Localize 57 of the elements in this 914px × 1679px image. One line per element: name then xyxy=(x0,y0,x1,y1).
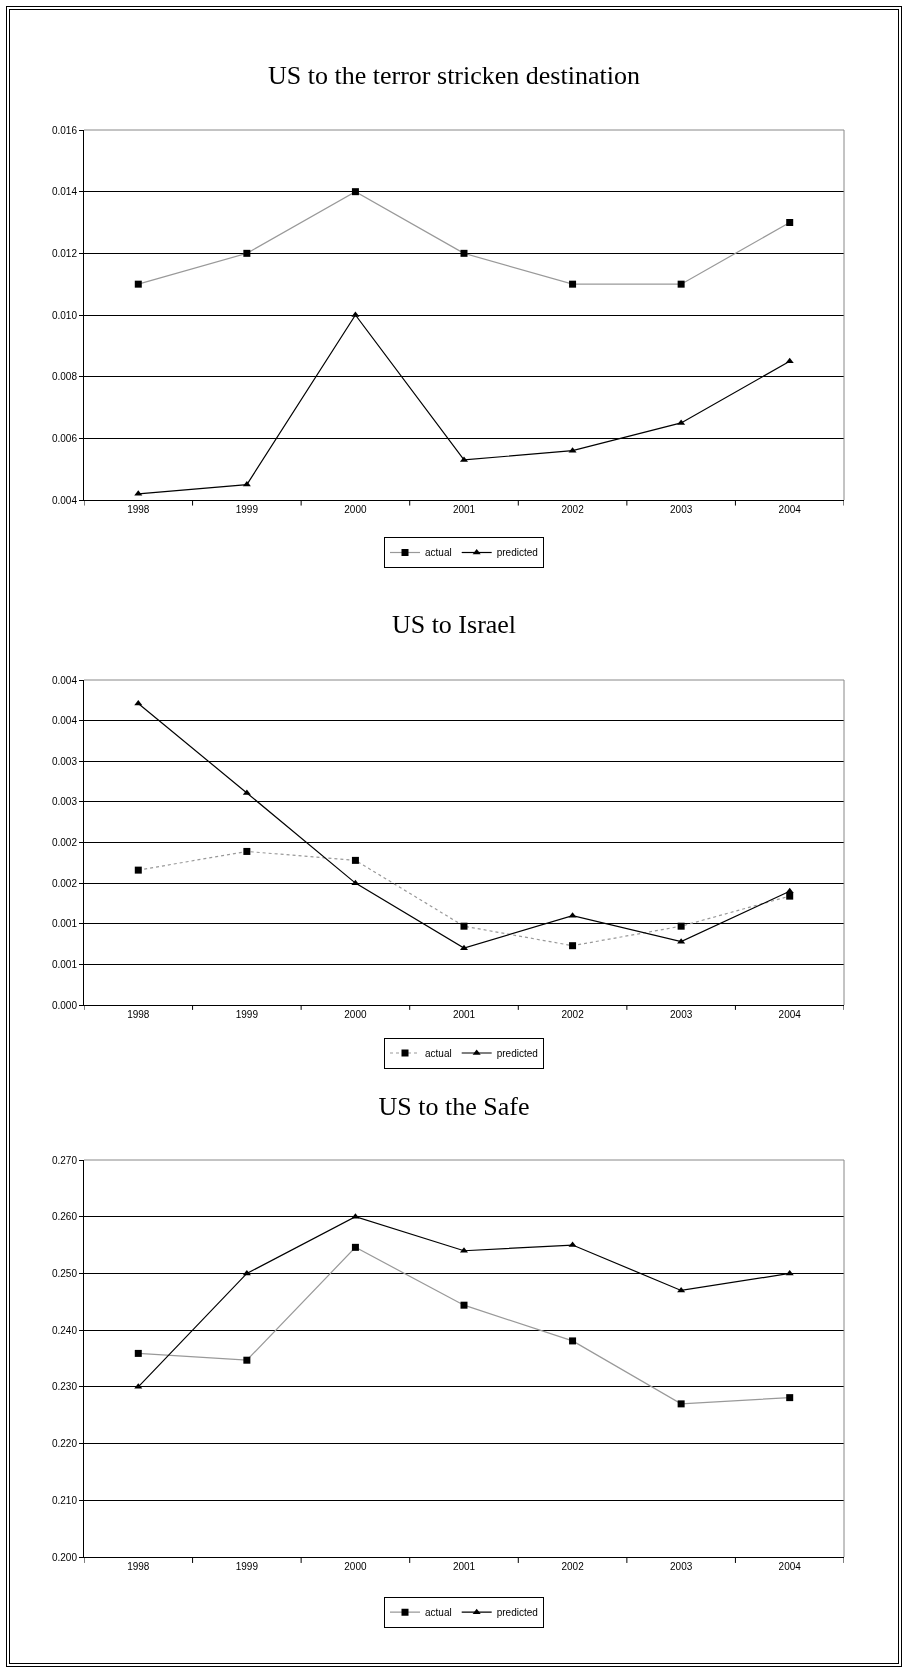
y-tick-label: 0.220 xyxy=(51,1438,78,1450)
y-tick-label: 0.260 xyxy=(51,1211,78,1223)
x-tick-label: 2003 xyxy=(670,1009,693,1020)
legend-label: actual xyxy=(425,1047,452,1059)
y-tick-label: 0.012 xyxy=(51,247,78,259)
y-tick-label: 0.000 xyxy=(51,999,78,1011)
y-tick-label: 0.010 xyxy=(51,309,78,321)
x-tick-label: 2000 xyxy=(344,1009,367,1020)
point xyxy=(785,1269,794,1276)
y-tick-label: 0.003 xyxy=(51,755,78,767)
y-tick-label: 0.006 xyxy=(51,432,78,444)
x-tick-label: 2004 xyxy=(778,1009,802,1020)
y-tick-label: 0.003 xyxy=(51,796,78,808)
y-tick-label: 0.008 xyxy=(51,371,78,383)
y-tick-label: 0.270 xyxy=(51,1154,78,1166)
x-tick-label: 1999 xyxy=(235,1561,259,1572)
legend-label: predicted xyxy=(496,1047,538,1059)
x-tick-label: 2004 xyxy=(778,1561,802,1572)
y-tick-label: 0.014 xyxy=(51,186,78,198)
chart-title: US to Israel xyxy=(391,609,517,639)
chart-title: US to the terror stricken destination xyxy=(268,61,640,91)
legend-label: actual xyxy=(425,1607,452,1619)
y-tick-label: 0.016 xyxy=(51,124,78,136)
point xyxy=(242,1269,251,1276)
legend-label: predicted xyxy=(496,1607,538,1619)
x-tick-label: 2002 xyxy=(561,1009,585,1020)
x-tick-label: 2003 xyxy=(670,1561,693,1572)
y-tick-label: 0.250 xyxy=(51,1267,78,1279)
point xyxy=(677,1286,686,1293)
x-tick-label: 2002 xyxy=(561,504,585,515)
x-tick-label: 2004 xyxy=(778,504,802,515)
y-tick-label: 0.004 xyxy=(51,674,78,686)
x-tick-label: 2000 xyxy=(344,1561,367,1572)
x-tick-label: 1998 xyxy=(127,1561,150,1572)
y-tick-label: 0.002 xyxy=(51,837,78,848)
x-tick-label: 1998 xyxy=(127,504,150,515)
x-tick-label: 2000 xyxy=(344,504,367,515)
x-tick-label: 1999 xyxy=(235,1009,259,1020)
chart-title: US to the Safe xyxy=(378,1092,530,1121)
x-tick-label: 2001 xyxy=(452,1009,476,1020)
y-tick-label: 0.200 xyxy=(51,1551,78,1563)
y-tick-label: 0.002 xyxy=(51,877,78,889)
legend-label: predicted xyxy=(496,547,538,559)
x-tick-label: 1998 xyxy=(127,1009,150,1020)
x-tick-label: 2001 xyxy=(452,1561,476,1572)
y-tick-label: 0.230 xyxy=(51,1381,78,1393)
legend-label: actual xyxy=(425,547,452,559)
y-tick-label: 0.210 xyxy=(51,1494,78,1506)
x-tick-label: 2002 xyxy=(561,1561,585,1572)
y-tick-label: 0.004 xyxy=(51,715,78,727)
y-tick-label: 0.001 xyxy=(51,918,78,930)
y-tick-label: 0.001 xyxy=(51,958,78,970)
x-tick-label: 2001 xyxy=(452,504,476,515)
y-tick-label: 0.004 xyxy=(51,494,78,506)
y-tick-label: 0.240 xyxy=(51,1324,78,1336)
x-tick-label: 2003 xyxy=(670,504,693,515)
x-tick-label: 1999 xyxy=(235,504,259,515)
